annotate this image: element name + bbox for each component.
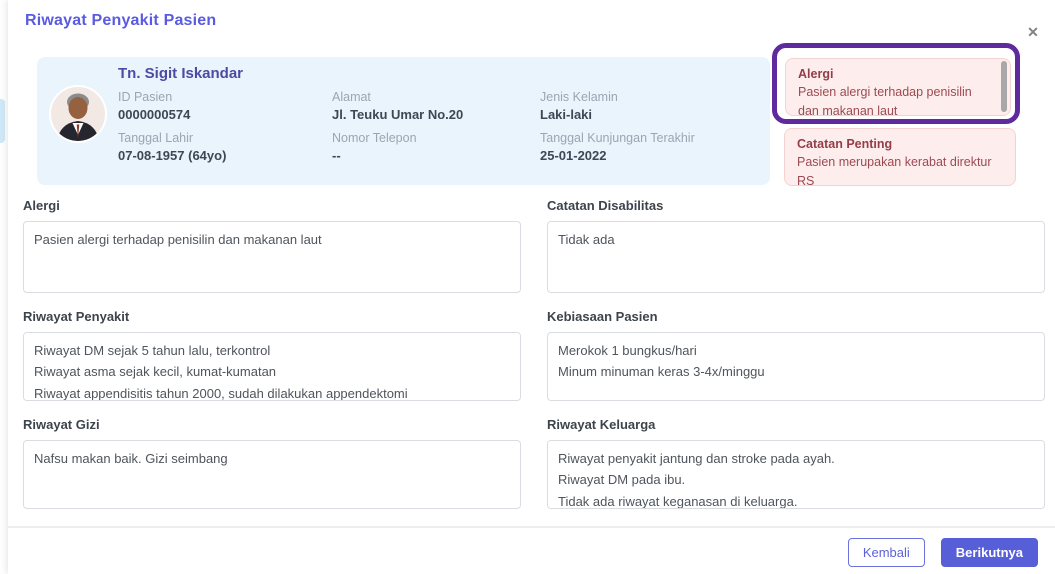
patient-photo <box>51 87 105 141</box>
habits-textarea[interactable] <box>547 332 1045 401</box>
nutrition-textarea[interactable] <box>23 440 521 509</box>
form-group-allergy: Alergi <box>23 198 521 293</box>
patient-history-modal: Riwayat Penyakit Pasien ✕ Tn. Sigit Iska… <box>8 0 1055 574</box>
alert-title: Alergi <box>798 67 834 81</box>
patient-field-birthdate: Tanggal Lahir 07-08-1957 (64yo) <box>118 131 332 163</box>
next-button[interactable]: Berikutnya <box>940 538 1038 567</box>
patient-field-id: ID Pasien 0000000574 <box>118 90 332 122</box>
footer-actions: Kembali Berikutnya <box>847 538 1038 567</box>
patient-field-phone: Nomor Telepon -- <box>332 131 540 163</box>
form-label: Riwayat Gizi <box>23 417 100 432</box>
form-group-habits: Kebiasaan Pasien <box>547 309 1045 401</box>
disability-textarea[interactable] <box>547 221 1045 293</box>
alert-title: Catatan Penting <box>797 137 893 151</box>
field-label: Jenis Kelamin <box>540 90 618 104</box>
field-value: Laki-laki <box>540 107 593 122</box>
close-icon[interactable]: ✕ <box>1023 22 1043 42</box>
patient-field-address: Alamat Jl. Teuku Umar No.20 <box>332 90 540 122</box>
back-button[interactable]: Kembali <box>847 538 925 567</box>
field-value: Jl. Teuku Umar No.20 <box>332 107 464 122</box>
alert-text: Pasien merupakan kerabat direktur RS <box>797 155 992 189</box>
form-label: Riwayat Keluarga <box>547 417 656 432</box>
allergy-textarea[interactable] <box>23 221 521 293</box>
patient-field-gender: Jenis Kelamin Laki-laki <box>540 90 754 122</box>
field-label: Nomor Telepon <box>332 131 417 145</box>
footer-divider <box>8 526 1055 528</box>
patient-name: Tn. Sigit Iskandar <box>118 65 244 82</box>
allergy-alert-box: Alergi Pasien alergi terhadap penisilin … <box>785 58 1011 116</box>
form-label: Riwayat Penyakit <box>23 309 130 324</box>
field-label: Tanggal Lahir <box>118 131 194 145</box>
patient-summary-card: Tn. Sigit Iskandar ID Pasien 0000000574 … <box>37 57 770 185</box>
history-form: Alergi Catatan Disabilitas Riwayat Penya… <box>23 198 1045 525</box>
form-group-nutrition: Riwayat Gizi <box>23 417 521 509</box>
form-label: Alergi <box>23 198 60 213</box>
form-group-disease-history: Riwayat Penyakit <box>23 309 521 401</box>
form-group-family-history: Riwayat Keluarga <box>547 417 1045 509</box>
page-title: Riwayat Penyakit Pasien <box>25 12 217 29</box>
background-page-peek <box>0 99 5 143</box>
field-value: 25-01-2022 <box>540 148 607 163</box>
family-history-textarea[interactable] <box>547 440 1045 509</box>
form-label: Catatan Disabilitas <box>547 198 664 213</box>
patient-info-grid: ID Pasien 0000000574 Alamat Jl. Teuku Um… <box>118 90 754 163</box>
form-label: Kebiasaan Pasien <box>547 309 658 324</box>
field-label: ID Pasien <box>118 90 173 104</box>
field-value: 07-08-1957 (64yo) <box>118 148 227 163</box>
field-value: -- <box>332 148 341 163</box>
field-label: Tanggal Kunjungan Terakhir <box>540 131 695 145</box>
form-group-disability: Catatan Disabilitas <box>547 198 1045 293</box>
avatar <box>49 85 107 143</box>
important-note-alert-box: Catatan Penting Pasien merupakan kerabat… <box>784 128 1016 188</box>
field-label: Alamat <box>332 90 371 104</box>
alert-text: Pasien alergi terhadap penisilin dan mak… <box>798 85 972 116</box>
field-value: 0000000574 <box>118 107 191 122</box>
patient-field-last-visit: Tanggal Kunjungan Terakhir 25-01-2022 <box>540 131 754 163</box>
disease-history-textarea[interactable] <box>23 332 521 401</box>
scrollbar-thumb[interactable] <box>1001 61 1007 112</box>
